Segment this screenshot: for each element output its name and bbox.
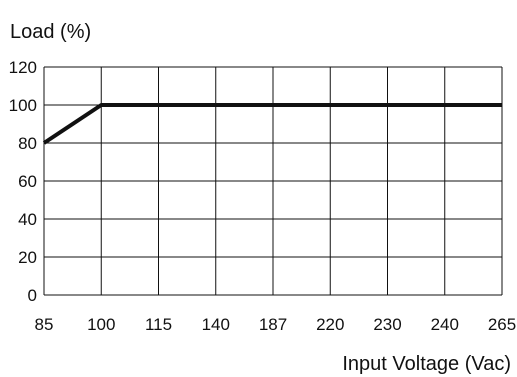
x-tick-label-140: 140 xyxy=(202,315,230,334)
x-tick-label-100: 100 xyxy=(87,315,115,334)
x-tick-label-230: 230 xyxy=(373,315,401,334)
series-line-0 xyxy=(42,103,502,145)
y-tick-label-80: 80 xyxy=(18,134,37,153)
x-tick-label-85: 85 xyxy=(35,315,54,334)
y-tick-labels: 0 20 40 60 80 100 120 xyxy=(9,58,37,305)
x-tick-label-265: 265 xyxy=(488,315,516,334)
y-tick-label-0: 0 xyxy=(28,286,37,305)
x-tick-labels: 85 100 115 140 187 220 230 240 265 xyxy=(35,315,517,334)
y-tick-label-60: 60 xyxy=(18,172,37,191)
chart-grid xyxy=(43,66,503,296)
series-layer xyxy=(42,103,502,145)
y-tick-label-100: 100 xyxy=(9,96,37,115)
x-tick-label-187: 187 xyxy=(259,315,287,334)
x-tick-label-220: 220 xyxy=(316,315,344,334)
y-tick-label-40: 40 xyxy=(18,210,37,229)
x-axis-title: Input Voltage (Vac) xyxy=(342,353,511,375)
x-tick-label-240: 240 xyxy=(431,315,459,334)
y-axis-title: Load (%) xyxy=(10,21,91,43)
y-tick-label-120: 120 xyxy=(9,58,37,77)
x-tick-label-115: 115 xyxy=(145,315,172,334)
y-tick-label-20: 20 xyxy=(18,248,37,267)
